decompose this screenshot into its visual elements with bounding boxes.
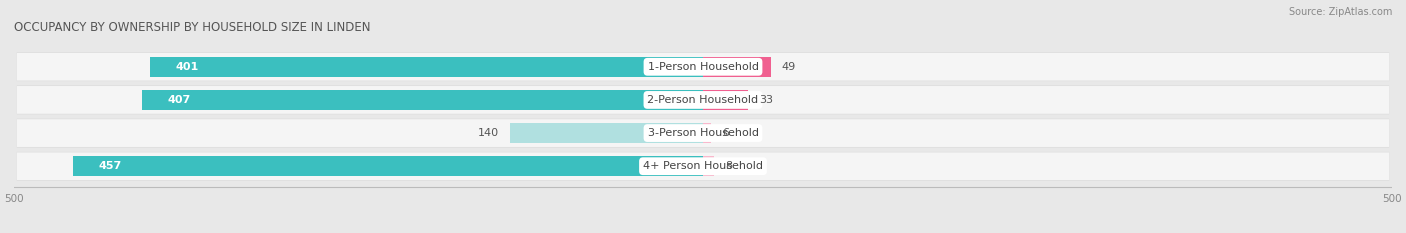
FancyBboxPatch shape (17, 53, 1389, 81)
FancyBboxPatch shape (17, 119, 1389, 147)
Text: 401: 401 (176, 62, 198, 72)
FancyBboxPatch shape (17, 152, 1389, 180)
Text: 8: 8 (725, 161, 733, 171)
FancyBboxPatch shape (17, 86, 1389, 114)
Bar (73, 156, 703, 176)
Bar (510, 123, 703, 143)
Bar (703, 123, 711, 143)
FancyBboxPatch shape (17, 119, 1389, 147)
Text: 1-Person Household: 1-Person Household (648, 62, 758, 72)
FancyBboxPatch shape (17, 53, 1389, 81)
FancyBboxPatch shape (17, 152, 1389, 180)
Text: 33: 33 (759, 95, 773, 105)
FancyBboxPatch shape (17, 86, 1389, 114)
Bar (703, 156, 714, 176)
Text: OCCUPANCY BY OWNERSHIP BY HOUSEHOLD SIZE IN LINDEN: OCCUPANCY BY OWNERSHIP BY HOUSEHOLD SIZE… (14, 21, 371, 34)
Text: 407: 407 (167, 95, 190, 105)
Text: 6: 6 (723, 128, 730, 138)
Text: 140: 140 (478, 128, 499, 138)
Bar (703, 90, 748, 110)
Bar (142, 90, 703, 110)
Bar (703, 57, 770, 77)
Text: 4+ Person Household: 4+ Person Household (643, 161, 763, 171)
Text: 3-Person Household: 3-Person Household (648, 128, 758, 138)
Bar (150, 57, 703, 77)
Text: 49: 49 (782, 62, 796, 72)
Text: Source: ZipAtlas.com: Source: ZipAtlas.com (1288, 7, 1392, 17)
Text: 2-Person Household: 2-Person Household (647, 95, 759, 105)
Text: 457: 457 (98, 161, 121, 171)
